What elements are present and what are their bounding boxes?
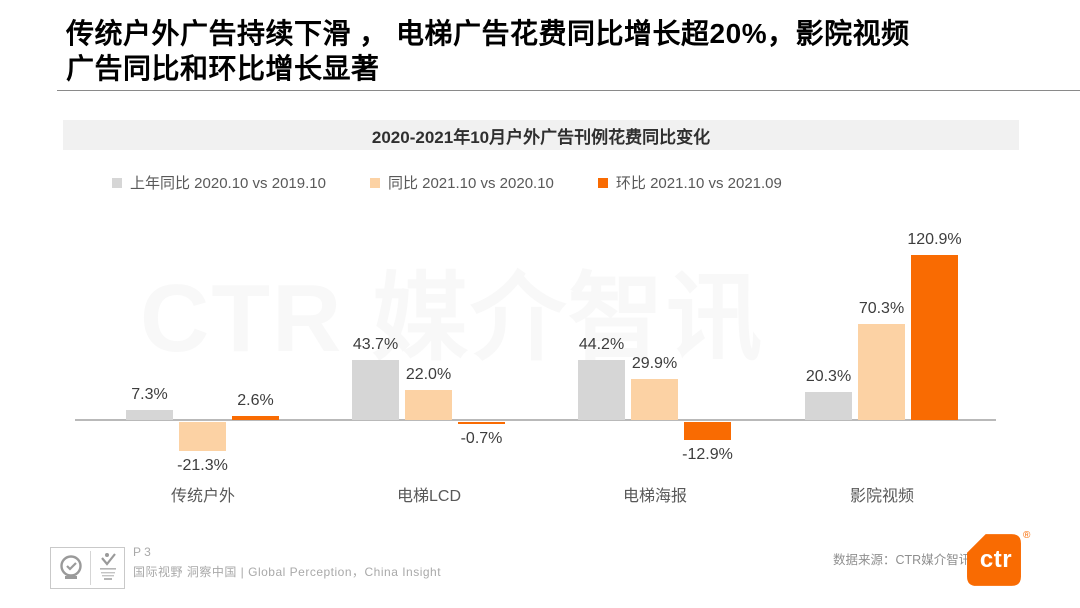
data-source: 数据来源：CTR媒介智讯 — [833, 553, 972, 567]
value-label-series0-cat3: 20.3% — [805, 368, 852, 386]
value-label-series0-cat1: 43.7% — [352, 336, 399, 354]
page-title-line1: 传统户外广告持续下滑 ， 电梯广告花费同比增长超20%，影院视频 — [66, 18, 910, 49]
value-label-series2-cat0: 2.6% — [237, 392, 274, 410]
category-label-0: 传统户外 — [170, 488, 236, 505]
x-axis-line — [75, 419, 996, 421]
value-label-series2-cat3: 120.9% — [907, 230, 962, 248]
bar-series2-cat1 — [458, 422, 505, 424]
ctr-logo-icon — [967, 534, 1021, 586]
legend-label-prev-yoy: 上年同比 2020.10 vs 2019.10 — [130, 175, 326, 192]
page-number: P 3 — [133, 545, 151, 559]
bar-series2-cat3 — [911, 254, 958, 420]
bar-series1-cat1 — [405, 389, 452, 420]
value-label-series1-cat1: 22.0% — [405, 365, 452, 383]
bar-series0-cat1 — [352, 360, 399, 420]
chart-legend: 上年同比 2020.10 vs 2019.10 同比 2021.10 vs 20… — [112, 172, 782, 193]
category-label-2: 电梯海报 — [622, 488, 688, 505]
bar-series0-cat3 — [805, 392, 852, 420]
legend-swatch-gray-icon — [112, 177, 122, 188]
legend-item-yoy: 同比 2021.10 vs 2020.10 — [369, 172, 554, 193]
value-label-series1-cat2: 29.9% — [631, 355, 678, 373]
cert-divider — [90, 551, 91, 585]
category-label-3: 影院视频 — [849, 488, 915, 505]
legend-swatch-peach-icon — [369, 177, 380, 188]
bar-series0-cat2 — [578, 359, 625, 420]
value-label-series1-cat3: 70.3% — [858, 300, 905, 318]
bar-series1-cat0 — [179, 422, 226, 452]
legend-label-mom: 环比 2021.10 vs 2021.09 — [615, 175, 782, 192]
legend-label-yoy: 同比 2021.10 vs 2020.10 — [387, 175, 554, 192]
footer-tagline: 国际视野 洞察中国 | Global Perception，China Insi… — [133, 565, 442, 579]
certification-circle-icon — [59, 555, 82, 579]
certification-check-icon — [99, 553, 116, 580]
bar-series0-cat0 — [126, 410, 173, 420]
bar-series1-cat3 — [858, 324, 905, 420]
legend-item-prev-yoy: 上年同比 2020.10 vs 2019.10 — [112, 172, 326, 193]
value-label-series0-cat0: 7.3% — [131, 386, 168, 404]
value-label-series2-cat1: -0.7% — [460, 429, 503, 447]
value-label-series0-cat2: 44.2% — [578, 335, 625, 353]
category-label-1: 电梯LCD — [396, 488, 462, 505]
title-divider — [57, 90, 1080, 91]
chart-title-banner: 2020-2021年10月户外广告刊例花费同比变化 — [63, 120, 1019, 150]
bar-series2-cat2 — [684, 422, 731, 440]
value-label-series1-cat0: -21.3% — [177, 457, 228, 475]
page-title: 传统户外广告持续下滑 ， 电梯广告花费同比增长超20%，影院视频 广告同比和环比… — [66, 16, 1026, 86]
page-title-line2: 广告同比和环比增长显著 — [66, 53, 380, 84]
ctr-logo-text: ctr — [979, 546, 1013, 573]
watermark: CTR 媒介智讯 — [140, 265, 764, 372]
registered-trademark: ® — [1023, 530, 1031, 541]
value-label-series2-cat2: -12.9% — [682, 445, 733, 463]
certification-logos — [50, 547, 125, 589]
legend-item-mom: 环比 2021.10 vs 2021.09 — [597, 172, 782, 193]
bar-series2-cat0 — [232, 416, 279, 420]
chart-title: 2020-2021年10月户外广告刊例花费同比变化 — [371, 127, 711, 147]
legend-swatch-orange-icon — [597, 177, 608, 188]
bar-series1-cat2 — [631, 379, 678, 420]
